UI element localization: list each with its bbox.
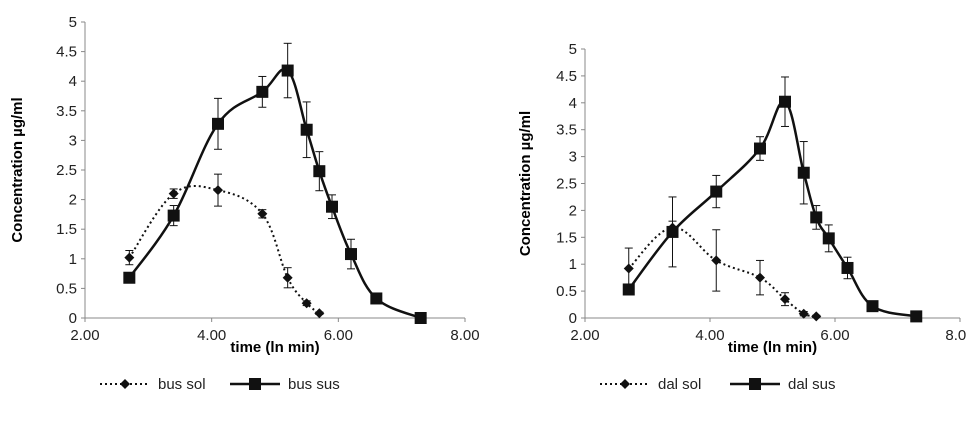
y-tick-label: 2 <box>569 202 577 219</box>
y-tick-label: 1 <box>569 256 577 273</box>
x-tick-label: 8.00 <box>450 327 479 344</box>
series-line <box>128 67 422 320</box>
chart-left: 0 0.5 1 1.5 2 2.5 3 3.5 4 4.5 5 2.00 4.00 6.00 8.00 tim… <box>9 14 480 393</box>
x-tick-label: 2.00 <box>70 327 99 344</box>
y-tick-label: 4 <box>69 73 77 90</box>
legend-swatch-marker <box>120 379 130 389</box>
data-point <box>300 123 313 136</box>
x-tick-label: 6.00 <box>324 327 353 344</box>
data-point <box>797 166 810 179</box>
y-tick-label: 0 <box>569 310 577 327</box>
x-tick-label: 2.00 <box>570 327 599 344</box>
data-point <box>841 261 854 274</box>
data-point <box>780 294 790 305</box>
series-bus-sol <box>124 173 325 319</box>
series-line <box>628 226 817 318</box>
y-tick-label: 5 <box>569 41 577 58</box>
legend-swatch-marker <box>620 379 630 389</box>
data-point <box>345 248 357 261</box>
legend-item: dal sus <box>730 376 836 393</box>
data-point <box>822 232 835 245</box>
data-point <box>623 263 634 274</box>
y-tick-label: 4.5 <box>556 68 577 85</box>
data-point <box>810 211 823 224</box>
y-tick-label: 0 <box>69 310 77 327</box>
series-line <box>128 184 320 315</box>
legend-item: bus sol <box>100 376 206 393</box>
data-point <box>124 252 135 263</box>
legend-label: bus sol <box>158 376 206 393</box>
legend-label: dal sus <box>788 376 836 393</box>
data-point <box>301 298 312 309</box>
data-point <box>710 185 723 198</box>
data-point <box>866 300 879 313</box>
y-tick-label: 3.5 <box>556 122 577 139</box>
y-tick-label: 3 <box>69 132 77 149</box>
data-point <box>282 272 293 283</box>
chart-right: 0 0.5 1 1.5 2 2.5 3 3.5 4 4.5 5 2.00 4.00 6.00 8.00 tim… <box>517 41 966 393</box>
y-axis-title: Concentration µg/ml <box>517 111 534 256</box>
y-tick-label: 4 <box>569 95 577 112</box>
x-axis-title: time (ln min) <box>728 339 817 356</box>
series-bus-sus <box>123 42 427 324</box>
y-tick-label: 2.5 <box>556 176 577 193</box>
data-point <box>711 255 722 266</box>
data-point <box>811 311 822 322</box>
data-point <box>167 209 180 222</box>
y-tick-label: 2.5 <box>56 162 77 179</box>
y-tick-label: 5 <box>69 14 77 31</box>
data-point <box>314 308 325 319</box>
x-tick-label: 4.00 <box>695 327 724 344</box>
y-tick-label: 2 <box>69 192 77 209</box>
data-point <box>313 165 326 178</box>
series-dal-sus <box>622 76 923 323</box>
data-point <box>755 272 765 283</box>
y-tick-label: 4.5 <box>56 44 77 61</box>
y-tick-label: 3.5 <box>56 103 77 120</box>
y-axis-title: Concentration µg/ml <box>9 97 26 242</box>
y-tick-label: 3 <box>569 149 577 166</box>
y-tick-label: 1.5 <box>56 221 77 238</box>
legend-item: bus sus <box>230 376 340 393</box>
data-point <box>281 64 294 77</box>
y-tick-label: 1.5 <box>556 229 577 246</box>
data-point <box>622 283 635 296</box>
data-point <box>123 271 136 284</box>
y-tick-label: 1 <box>69 251 77 268</box>
y-tick-label: 0.5 <box>56 280 77 297</box>
data-point <box>414 312 427 324</box>
legend: dal sol dal sus <box>600 376 836 393</box>
data-point <box>666 225 679 238</box>
y-tick-label: 0.5 <box>556 283 577 300</box>
data-point <box>798 308 809 319</box>
data-point <box>910 310 923 323</box>
data-point <box>326 200 338 213</box>
legend-swatch-marker <box>749 378 761 390</box>
data-point <box>754 142 766 155</box>
data-point <box>168 188 179 199</box>
data-point <box>256 85 269 98</box>
x-tick-label: 8.00 <box>945 327 966 344</box>
legend-item: dal sol <box>600 376 701 393</box>
x-tick-label: 4.00 <box>197 327 226 344</box>
series-line <box>627 100 917 318</box>
x-tick-label: 6.00 <box>820 327 849 344</box>
legend-swatch-marker <box>249 378 261 390</box>
data-point <box>212 117 224 130</box>
x-axis-title: time (ln min) <box>230 339 319 356</box>
legend-label: bus sus <box>288 376 340 393</box>
data-point <box>213 185 223 196</box>
data-point <box>779 95 791 108</box>
data-point <box>370 292 383 305</box>
series-dal-sol <box>623 220 822 322</box>
data-point <box>257 208 268 219</box>
legend: bus sol bus sus <box>100 376 340 393</box>
legend-label: dal sol <box>658 376 701 393</box>
